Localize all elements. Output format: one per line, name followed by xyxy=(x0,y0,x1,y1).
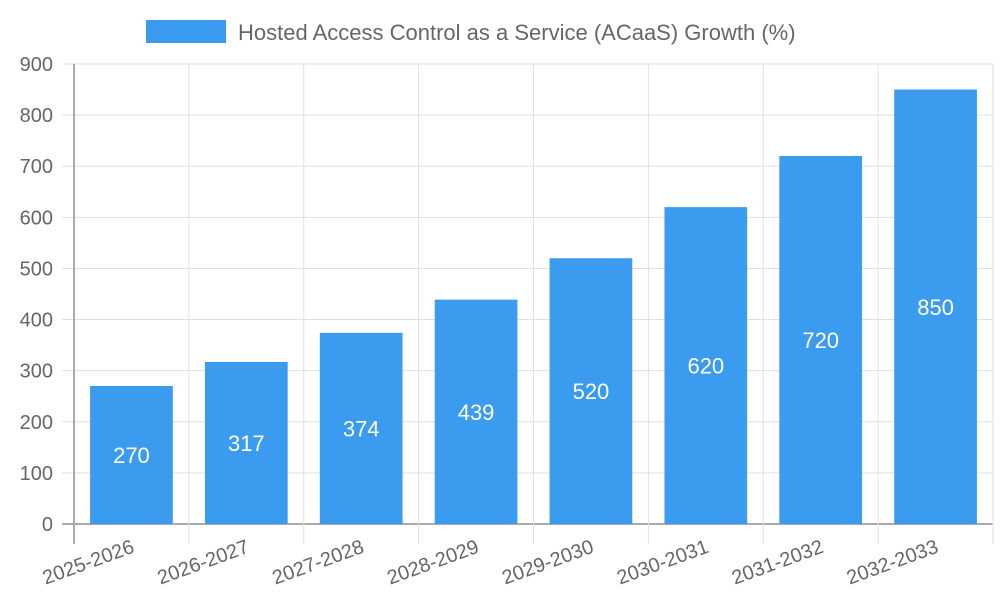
bar-value-label: 850 xyxy=(917,295,954,320)
bar xyxy=(664,207,748,524)
y-tick-label: 500 xyxy=(20,258,53,280)
x-tick-label: 2032-2033 xyxy=(844,536,941,589)
bar-value-label: 270 xyxy=(113,443,150,468)
x-tick-label: 2025-2026 xyxy=(40,536,137,589)
y-tick-label: 900 xyxy=(20,54,53,76)
bar xyxy=(204,361,288,524)
bar-value-label: 620 xyxy=(687,354,724,379)
bar xyxy=(894,89,977,525)
legend-label: Hosted Access Control as a Service (ACaa… xyxy=(238,20,796,45)
bar-value-label: 317 xyxy=(228,431,265,456)
y-tick-label: 300 xyxy=(20,361,53,383)
x-tick-label: 2029-2030 xyxy=(499,536,596,589)
x-tick-label: 2026-2027 xyxy=(155,536,252,589)
bar-value-label: 374 xyxy=(343,416,380,441)
y-tick-label: 0 xyxy=(42,514,53,536)
bar xyxy=(779,156,863,524)
y-tick-label: 200 xyxy=(20,412,53,434)
x-tick-label: 2027-2028 xyxy=(269,536,366,589)
legend-swatch xyxy=(146,20,226,43)
bar-value-label: 720 xyxy=(802,328,839,353)
x-tick-label: 2031-2032 xyxy=(729,536,826,589)
y-tick-label: 100 xyxy=(20,463,53,485)
bar xyxy=(434,299,518,524)
x-tick-label: 2030-2031 xyxy=(614,536,711,589)
bar-value-label: 439 xyxy=(458,400,495,425)
bar xyxy=(549,258,633,524)
y-tick-label: 700 xyxy=(20,156,53,178)
y-tick-label: 400 xyxy=(20,310,53,332)
bar xyxy=(319,332,403,524)
y-tick-label: 600 xyxy=(20,207,53,229)
x-tick-label: 2028-2029 xyxy=(384,536,481,589)
bar xyxy=(90,386,173,524)
y-tick-label: 800 xyxy=(20,105,53,127)
bar-value-label: 520 xyxy=(573,379,610,404)
